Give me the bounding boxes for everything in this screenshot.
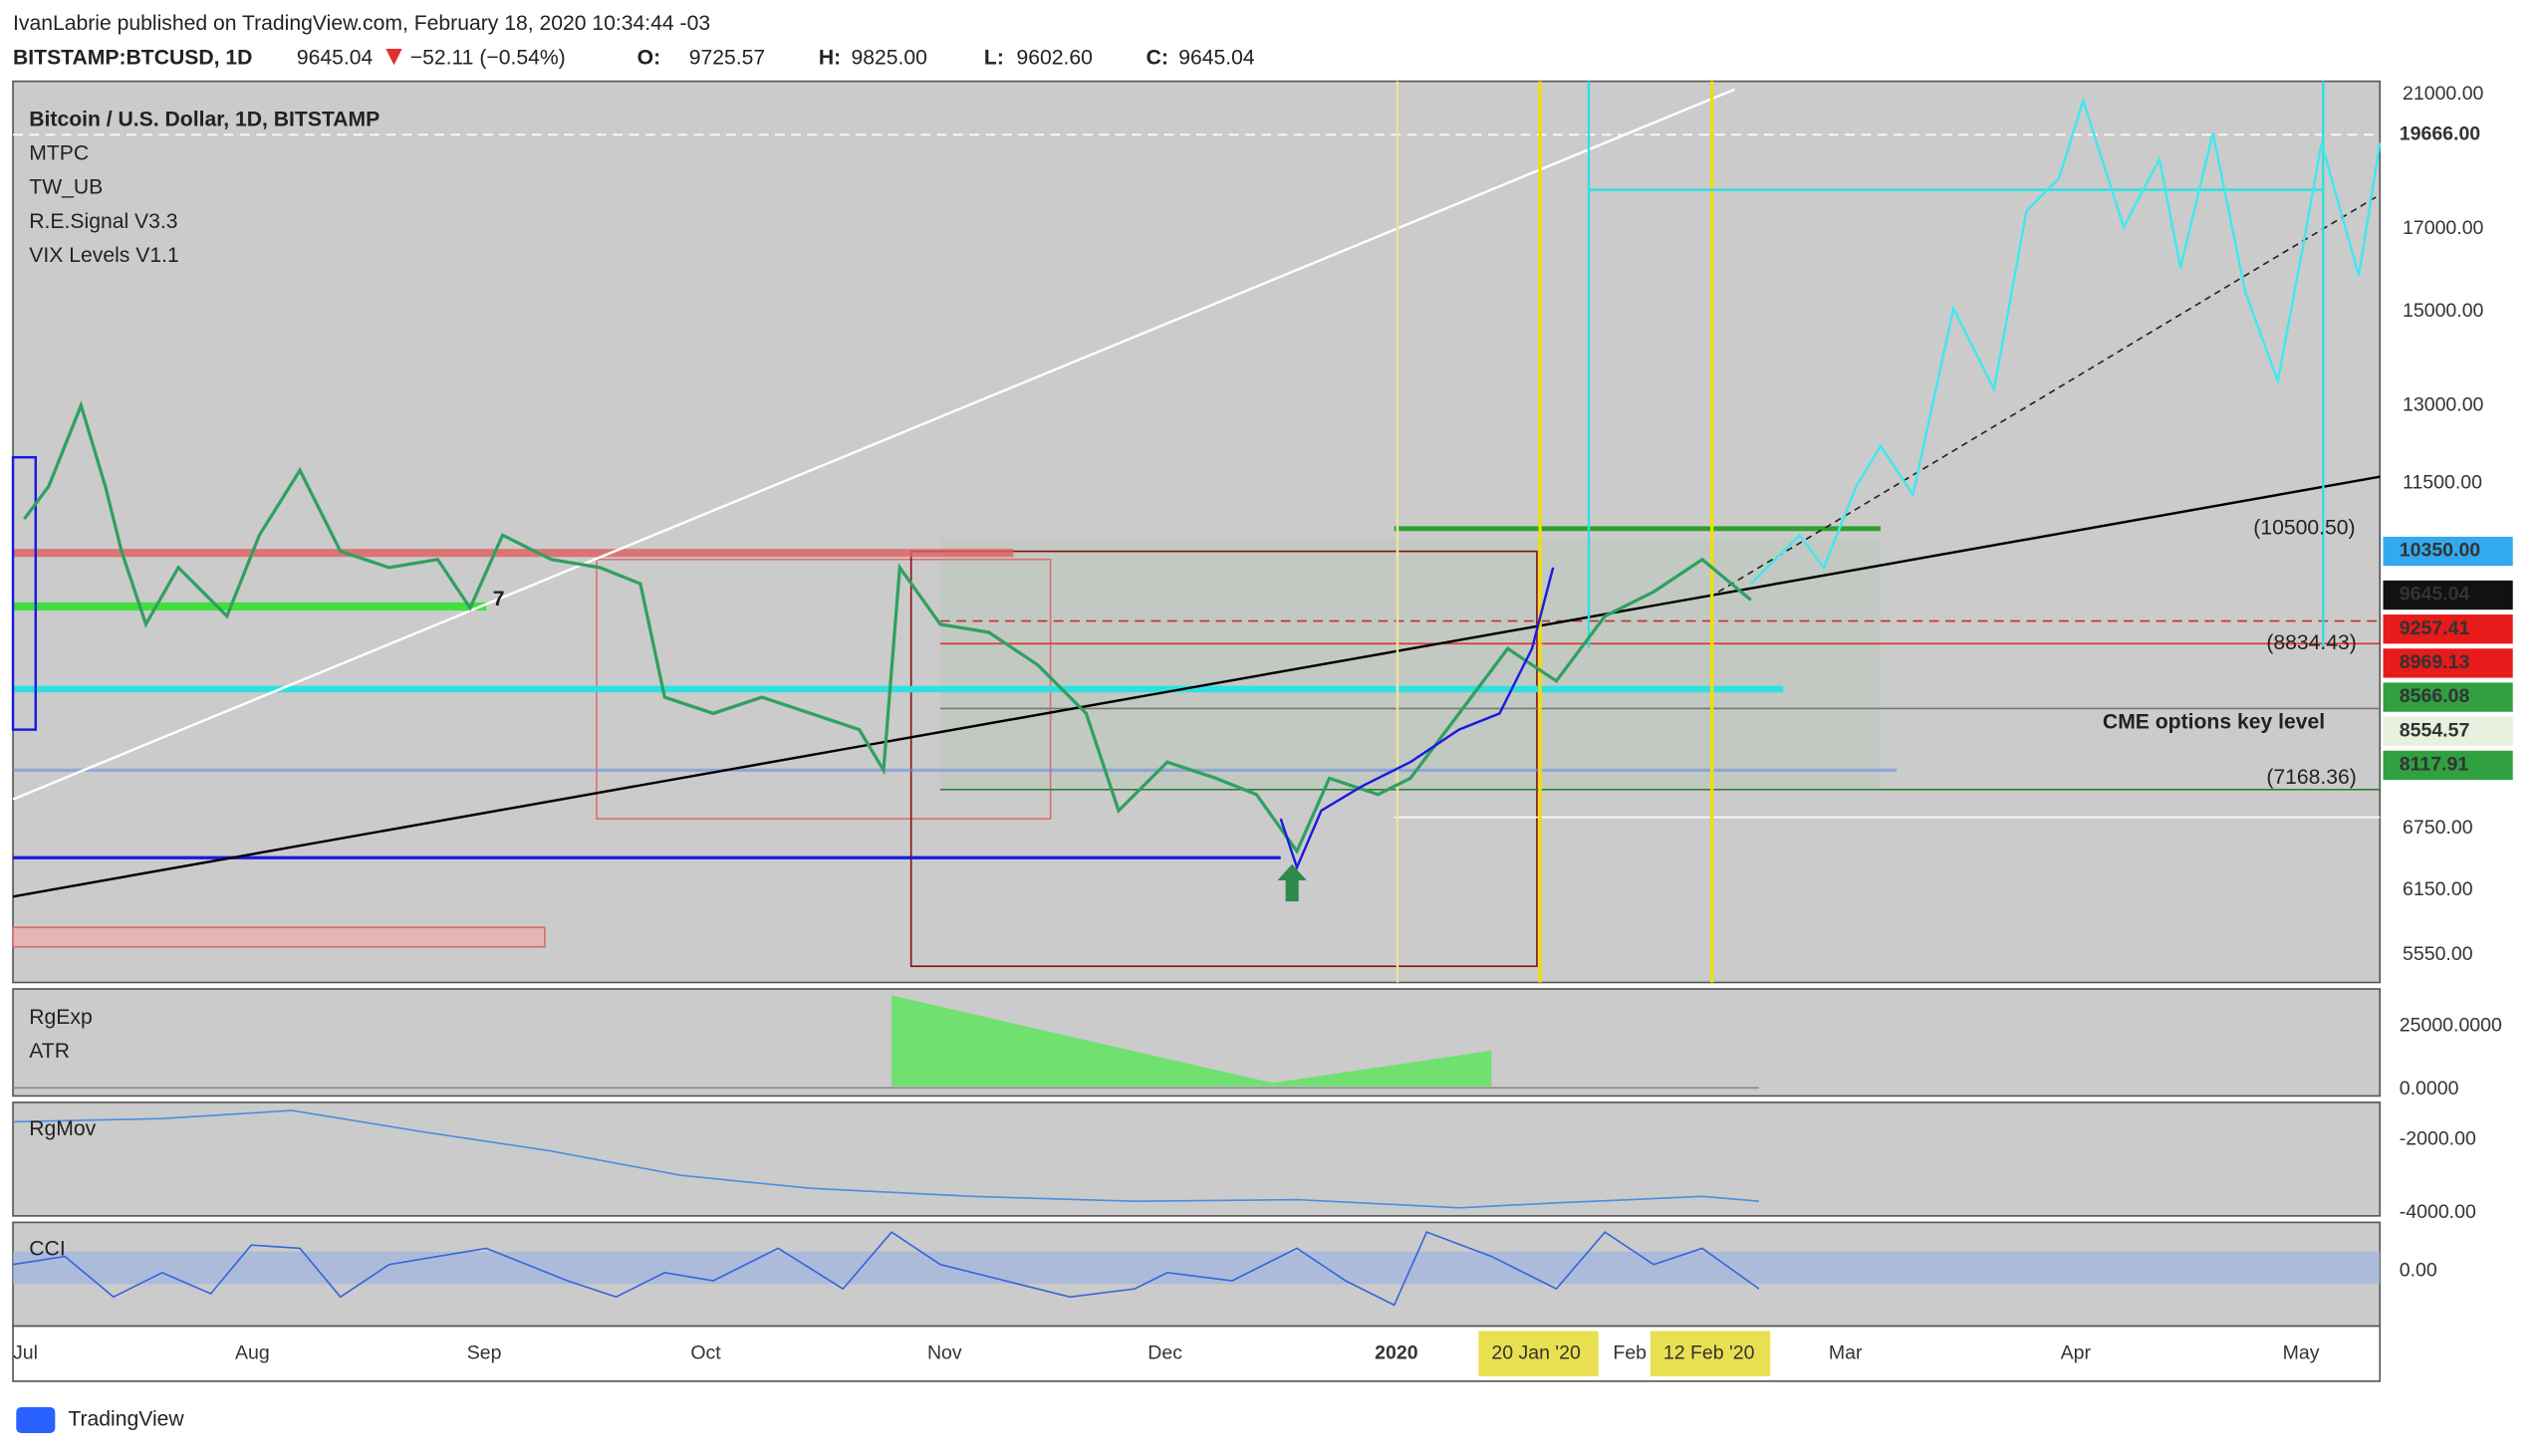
indicator-line [1279,567,1555,871]
pane-tick-label: 0.00 [2400,1259,2437,1281]
price-label: 8554.57 [2400,719,2470,741]
chart-label: (10500.50) [2253,516,2355,539]
price-tick-label: 21000.00 [2403,83,2484,105]
price-label-bg [2383,536,2513,567]
down-arrow-icon [385,49,402,66]
legend-item: TW_UB [29,176,103,199]
pane-bg [12,1101,2382,1217]
pane-label: RgMov [29,1117,96,1140]
legend-item: MTPC [29,141,89,164]
price-label-bg [2383,750,2513,781]
footer-brand: TradingView [68,1408,184,1431]
price-label-bg [2383,580,2513,610]
main-pane [11,80,2382,984]
arrow-icon [1277,863,1307,902]
price-label-bg [2383,682,2513,712]
marker-bg [1478,1331,1599,1377]
price-tick-label: 6750.00 [2403,817,2473,839]
zone [939,538,1881,790]
time-tick-label: Nov [927,1341,962,1363]
time-tick-label: Apr [2061,1341,2092,1363]
price-label: 8566.08 [2400,685,2470,707]
header-h-label: H: [819,46,841,69]
time-marker: 12 Feb '20 [1663,1341,1755,1363]
logo-icon [16,1406,56,1433]
indicator-line [12,1231,1760,1307]
legend-item: VIX Levels V1.1 [29,244,178,267]
pane-label: ATR [29,1040,70,1063]
price-label: 8117.91 [2400,754,2469,776]
chart-label: (8834.43) [2266,631,2356,654]
main-pane-bg [12,80,2382,984]
time-axis-bg [12,1325,2382,1382]
band [13,1251,2381,1285]
header-l: 9602.60 [1016,46,1092,69]
pane-tick-label: -4000.00 [2400,1201,2476,1223]
header-c-label: C: [1146,46,1168,69]
price-tick-label: 5550.00 [2403,943,2473,965]
pane-label: CCI [29,1238,65,1261]
box [12,926,546,948]
price-label: 9257.41 [2400,617,2470,639]
price-label: 8969.13 [2400,651,2470,673]
price-label-bg [2383,716,2513,746]
time-tick-label: Feb [1613,1341,1647,1363]
price-tick-label: 6150.00 [2403,878,2473,900]
texts: IvanLabrie published on TradingView.com,… [13,12,2502,1433]
chart-label: 7 [493,588,505,610]
pane-tick-label: 0.0000 [2400,1078,2459,1099]
price-tick-label: 11500.00 [2403,471,2482,493]
pane-label: RgExp [29,1006,92,1029]
trend-line [12,475,2381,898]
sub-panes [12,988,2382,1382]
trend-line [12,88,1735,801]
header-l-label: L: [984,46,1004,69]
header-change: −52.11 (−0.54%) [410,46,566,69]
legend-item: R.E.Signal V3.3 [29,210,177,233]
price-tick-label: 15000.00 [2403,300,2484,322]
price-label: 19666.00 [2400,122,2481,144]
time-tick-label: Oct [690,1341,721,1363]
time-marker: 20 Jan '20 [1491,1341,1581,1363]
time-tick-label: Mar [1829,1341,1863,1363]
price-label-bg [2383,648,2513,678]
header-last: 9645.04 [297,46,374,69]
header-h: 9825.00 [851,46,926,69]
header-c: 9645.04 [1178,46,1255,69]
price-tick-label: 13000.00 [2403,393,2484,415]
header-o: 9725.57 [689,46,765,69]
box [11,455,38,731]
price-label-bg [2383,120,2513,149]
header-symbol: BITSTAMP:BTCUSD, 1D [13,46,252,69]
time-tick-label: 2020 [1375,1341,1418,1363]
price-label: 10350.00 [2400,540,2481,562]
pane-tick-label: -2000.00 [2400,1128,2476,1150]
time-tick-label: Sep [467,1341,502,1363]
pane-tick-label: 25000.0000 [2400,1015,2502,1037]
time-tick-label: Dec [1147,1341,1182,1363]
price-path [23,400,1752,854]
chart-label: (7168.36) [2266,766,2356,789]
area-shape [891,995,1492,1087]
projection-line [1749,97,2382,586]
time-tick-label: Aug [235,1341,270,1363]
chart-label: CME options key level [2103,711,2325,734]
trend-line [1717,193,2381,593]
price-label-bgs [2383,120,2513,781]
time-tick-label: Jul [13,1341,38,1363]
price-label-bg [2383,614,2513,644]
time-tick-label: May [2283,1341,2320,1363]
box [909,550,1538,968]
indicator-line [13,1109,1759,1209]
byline: IvanLabrie published on TradingView.com,… [13,12,710,35]
marker-bg [1650,1331,1771,1377]
price-tick-label: 17000.00 [2403,217,2484,239]
legend-item: Bitcoin / U.S. Dollar, 1D, BITSTAMP [29,108,380,130]
header-o-label: O: [637,46,660,69]
price-label: 9645.04 [2400,584,2470,606]
